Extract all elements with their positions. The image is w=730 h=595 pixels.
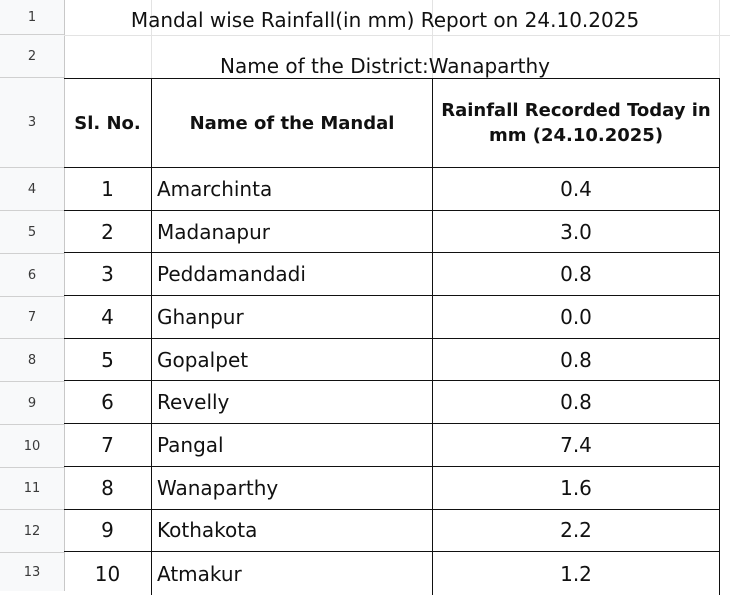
rainfall-cell[interactable]: 0.4: [432, 168, 720, 210]
sl-no-cell[interactable]: 5: [101, 347, 114, 372]
table-row: 5 Gopalpet 0.8: [64, 338, 720, 382]
sl-no-cell[interactable]: 2: [101, 219, 114, 244]
table-row: 7 Pangal 7.4: [64, 424, 720, 467]
rainfall-cell[interactable]: 0.8: [432, 381, 720, 424]
rainfall-cell[interactable]: 3.0: [432, 210, 720, 253]
rainfall-cell[interactable]: 1.2: [432, 552, 720, 595]
row-header-13[interactable]: 13: [23, 564, 41, 580]
report-title[interactable]: Mandal wise Rainfall(in mm) Report on 24…: [130, 8, 640, 32]
row-header-4[interactable]: 4: [0, 168, 64, 211]
row-header-2[interactable]: 2: [0, 35, 64, 78]
sl-no-cell[interactable]: 9: [101, 518, 114, 543]
row-header-11[interactable]: 11: [0, 468, 64, 510]
mandal-cell[interactable]: Kothakota: [151, 509, 432, 552]
district-name[interactable]: Name of the District:Wanaparthy: [220, 54, 550, 78]
row-header-3[interactable]: 3: [0, 78, 64, 168]
row-header-12[interactable]: 12: [0, 510, 64, 553]
row-header-7[interactable]: 7: [0, 297, 64, 339]
mandal-cell[interactable]: Pangal: [151, 424, 432, 466]
mandal-cell[interactable]: Revelly: [151, 381, 432, 424]
mandal-cell[interactable]: Gopalpet: [151, 338, 432, 381]
header-rainfall[interactable]: Rainfall Recorded Today in mm (24.10.202…: [432, 79, 720, 167]
rainfall-cell[interactable]: 2.2: [432, 509, 720, 552]
row-header-8[interactable]: 8: [0, 339, 64, 382]
rainfall-cell[interactable]: 0.0: [432, 296, 720, 338]
row-header-9[interactable]: 9: [0, 382, 64, 425]
table-row: 4 Ghanpur 0.0: [64, 296, 720, 339]
header-mandal[interactable]: Name of the Mandal: [151, 79, 432, 167]
mandal-cell[interactable]: Peddamandadi: [151, 253, 432, 296]
table-row: 10 Atmakur 1.2: [64, 552, 720, 595]
sl-no-cell[interactable]: 1: [101, 176, 114, 201]
table-row: 2 Madanapur 3.0: [64, 210, 720, 254]
mandal-cell[interactable]: Amarchinta: [151, 168, 432, 210]
row-header-5[interactable]: 5: [0, 211, 64, 254]
rainfall-table: Sl. No. Name of the Mandal Rainfall Reco…: [64, 78, 720, 595]
table-header-row: Sl. No. Name of the Mandal Rainfall Reco…: [64, 78, 720, 168]
sl-no-cell[interactable]: 6: [101, 390, 114, 415]
sl-no-cell[interactable]: 10: [94, 561, 121, 586]
sl-no-cell[interactable]: 7: [101, 432, 114, 457]
row-header-6[interactable]: 6: [0, 254, 64, 297]
mandal-cell[interactable]: Wanaparthy: [151, 466, 432, 509]
table-row: 6 Revelly 0.8: [64, 381, 720, 425]
table-row: 3 Peddamandadi 0.8: [64, 253, 720, 297]
rainfall-cell[interactable]: 1.6: [432, 466, 720, 509]
rainfall-cell[interactable]: 0.8: [432, 338, 720, 381]
mandal-cell[interactable]: Ghanpur: [151, 296, 432, 338]
mandal-cell[interactable]: Madanapur: [151, 210, 432, 253]
sl-no-cell[interactable]: 4: [101, 304, 114, 329]
sl-no-cell[interactable]: 8: [101, 475, 114, 500]
table-row: 1 Amarchinta 0.4: [64, 168, 720, 211]
rainfall-cell[interactable]: 0.8: [432, 253, 720, 296]
row-header-10[interactable]: 10: [0, 425, 64, 468]
table-row: 9 Kothakota 2.2: [64, 509, 720, 553]
mandal-cell[interactable]: Atmakur: [151, 552, 432, 595]
table-row: 8 Wanaparthy 1.6: [64, 466, 720, 510]
grid-row-line: [64, 35, 730, 36]
rainfall-cell[interactable]: 7.4: [432, 424, 720, 466]
header-sl-no[interactable]: Sl. No.: [74, 112, 141, 134]
sl-no-cell[interactable]: 3: [101, 262, 114, 287]
row-header-1[interactable]: 1: [0, 0, 64, 35]
